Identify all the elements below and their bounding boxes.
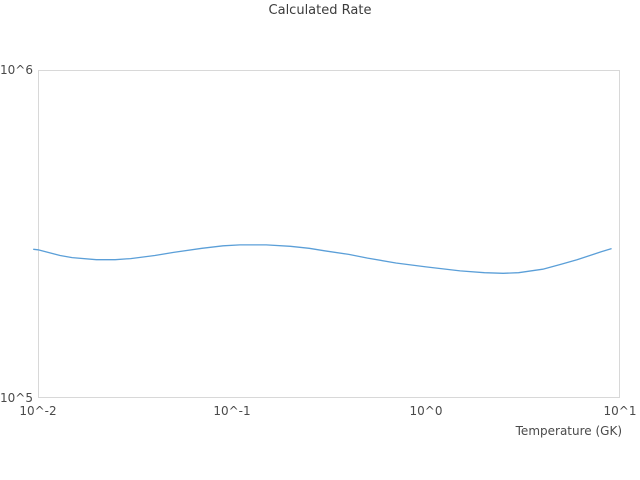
calculated-rate-line: [33, 244, 612, 274]
x-tick-label: 10^-1: [213, 404, 251, 418]
x-tick-label: 10^0: [409, 404, 443, 418]
y-tick-label: 10^5: [0, 391, 33, 405]
x-tick-label: 10^-2: [19, 404, 57, 418]
x-tick-label: 10^1: [603, 404, 637, 418]
x-axis-label: Temperature (GK): [515, 424, 622, 438]
chart-title: Calculated Rate: [268, 3, 372, 18]
plot-area: [38, 70, 620, 398]
y-tick-label: 10^6: [0, 63, 33, 77]
